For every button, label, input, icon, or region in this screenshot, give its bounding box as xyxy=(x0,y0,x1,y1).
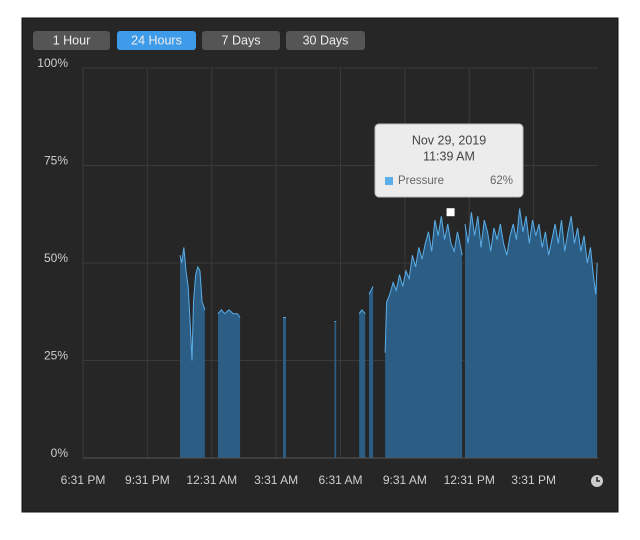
x-tick-label: 3:31 AM xyxy=(254,473,298,487)
x-tick-label: 3:31 PM xyxy=(511,473,556,487)
range-button[interactable]: 1 Hour xyxy=(33,31,110,50)
range-button[interactable]: 7 Days xyxy=(202,31,280,50)
y-tick-label: 25% xyxy=(44,349,68,363)
tooltip-date: Nov 29, 2019 xyxy=(412,133,486,147)
tooltip: Nov 29, 2019 11:39 AM Pressure 62% xyxy=(374,123,524,198)
tooltip-time: 11:39 AM xyxy=(423,149,475,163)
clock-icon xyxy=(591,475,603,487)
button-label: 30 Days xyxy=(303,33,349,47)
y-tick-label: 0% xyxy=(51,446,69,460)
button-bg xyxy=(202,31,280,50)
range-buttons: 1 Hour 24 Hours 7 Days 30 Days xyxy=(33,31,365,50)
x-tick-label: 12:31 AM xyxy=(186,473,237,487)
button-label: 1 Hour xyxy=(53,33,91,47)
x-tick-label: 9:31 PM xyxy=(125,473,170,487)
y-tick-label: 100% xyxy=(37,56,68,70)
x-tick-label: 6:31 PM xyxy=(61,473,106,487)
y-tick-label: 75% xyxy=(44,154,68,168)
hover-marker xyxy=(446,208,455,217)
button-bg xyxy=(33,31,110,50)
tooltip-series: Pressure xyxy=(398,175,444,187)
button-bg xyxy=(286,31,365,50)
tooltip-box xyxy=(374,123,524,198)
button-label: 7 Days xyxy=(222,33,261,47)
button-bg xyxy=(117,31,196,50)
button-label: 24 Hours xyxy=(131,33,182,47)
y-tick-label: 50% xyxy=(44,251,68,265)
tooltip-value: 62% xyxy=(490,175,513,187)
x-tick-label: 9:31 AM xyxy=(383,473,427,487)
line xyxy=(179,208,598,361)
x-tick-label: 12:31 PM xyxy=(444,473,495,487)
plot xyxy=(179,208,598,458)
x-tick-label: 6:31 AM xyxy=(318,473,362,487)
area xyxy=(179,208,598,458)
range-button[interactable]: 30 Days xyxy=(286,31,365,50)
tooltip-swatch xyxy=(385,177,393,185)
range-button[interactable]: 24 Hours xyxy=(117,31,196,50)
